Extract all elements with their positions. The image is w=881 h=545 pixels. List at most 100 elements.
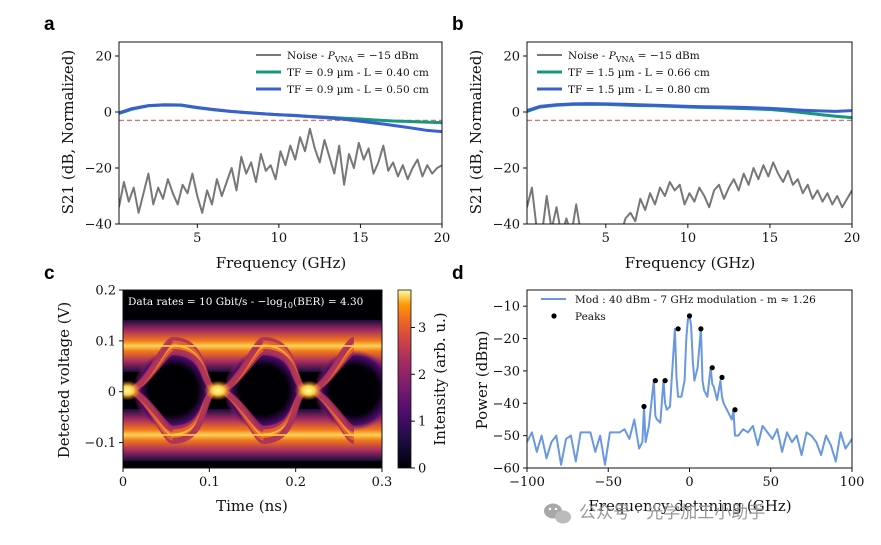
x-tick-label: 15 [762,231,779,246]
eye-crossing [294,380,323,401]
x-tick-label: 10 [680,231,697,246]
y-tick-label: 0 [512,106,520,121]
colorbar-tick-label: 0 [418,462,426,477]
peak-point [698,326,704,332]
ylabel-b: S21 (dB, Normalized) [467,50,485,214]
axes-c: 0 0.1 0.2 0.3 −0.1 0 0.1 0.2 [84,284,392,491]
plot-area-d: −100 −50 0 50 100 −60 −50 −40 −30 −20 −10 [493,289,865,490]
frame-b [526,41,853,225]
x-tick-label: 20 [844,231,861,246]
panel-d: −100 −50 0 50 100 −60 −50 −40 −30 −20 −10 Frequenc… [473,289,865,515]
watermark-text: 公众号 · 光学加工小助手 [579,503,765,523]
y-tick-label: 20 [503,50,520,65]
legend-label-noise: Noise - PVNA = −15 dBm [287,50,419,64]
peak-point [719,374,725,380]
colorbar-label: Intensity (arb. u.) [431,312,449,445]
ylabel-a: S21 (dB, Normalized) [59,50,77,214]
x-tick-label: 20 [434,231,451,246]
y-tick-label: −40 [493,397,520,412]
x-tick-label: 0.3 [372,475,393,490]
ylabel-d: Power (dBm) [473,331,491,430]
panel-c: Data rates = 10 Gbit/s - −log10(BER) = 4… [55,284,449,516]
series-line-2 [119,103,442,134]
x-tick-label: 50 [762,475,779,490]
legend-b: Noise - PVNA = −15 dBm TF = 1.5 µm - L =… [537,50,710,96]
legend-label-mod: Mod : 40 dBm - 7 GHz modulation - m ≈ 1.… [575,294,816,306]
ylabel-c: Detected voltage (V) [55,302,73,459]
panel-a: 5 10 15 20 −40 −20 0 20 Frequency (GHz) S21 (dB… [59,41,451,272]
panel-label-d: d [452,263,464,284]
y-tick-label: 0 [104,106,112,121]
peak-point [709,365,715,371]
x-tick-label: 0 [685,475,693,490]
legend-label-noise: Noise - PVNA = −15 dBm [568,50,700,64]
eye-diagram [123,290,382,468]
legend-a: Noise - PVNA = −15 dBm TF = 0.9 µm - L =… [256,50,429,96]
eye-crossing [203,380,232,401]
peak-point [652,378,658,384]
y-tick-label: −40 [85,218,112,233]
series-line-0 [527,314,852,466]
series-line-0 [527,161,852,224]
legend-swatch-peaks [551,313,557,319]
y-tick-label: 20 [95,50,112,65]
x-tick-label: −50 [595,475,622,490]
y-tick-label: −30 [493,364,520,379]
xlabel-b: Frequency (GHz) [625,254,756,272]
panel-label-a: a [44,14,55,35]
y-tick-label: −20 [493,332,520,347]
series-line-2 [527,102,852,113]
frame-c [122,289,383,469]
wechat-icon [544,503,571,524]
x-tick-label: 10 [271,231,288,246]
legend-label-tf-040: TF = 0.9 µm - L = 0.40 cm [287,67,429,79]
legend-label-tf-066: TF = 1.5 µm - L = 0.66 cm [568,67,710,79]
plot-clip-a [119,103,442,214]
y-tick-label: −20 [493,162,520,177]
x-tick-label: 0 [119,475,127,490]
y-tick-label: −40 [493,218,520,233]
y-tick-label: −10 [493,300,520,315]
peak-point [675,326,681,332]
eye-annotation: Data rates = 10 Gbit/s - −log10(BER) = 4… [128,296,363,310]
plot-area-b: 5 10 15 20 −40 −20 0 20 [493,41,861,246]
x-tick-label: 0.1 [199,475,220,490]
y-tick-label: −20 [85,162,112,177]
legend-label-tf-050: TF = 0.9 µm - L = 0.50 cm [287,84,429,96]
plot-area-a: 5 10 15 20 −40 −20 0 20 [85,41,451,246]
plot-clip-d [527,313,852,466]
watermark: 公众号 · 光学加工小助手 [544,503,765,524]
x-tick-label: 5 [602,231,610,246]
frame-a [118,41,443,225]
peak-point [641,403,647,410]
xlabel-a: Frequency (GHz) [216,254,347,272]
legend-d: Mod : 40 dBm - 7 GHz modulation - m ≈ 1.… [541,294,816,323]
panel-label-b: b [452,14,464,35]
y-tick-label: −60 [493,462,520,477]
x-tick-label: 15 [352,231,369,246]
y-tick-label: 0.1 [95,334,116,349]
y-tick-label: −0.1 [84,436,116,451]
colorbar-tick-label: 3 [418,321,426,336]
colorbar [397,289,412,469]
xlabel-d: Frequency detuning (GHz) [588,497,791,515]
peak-point [686,313,693,319]
series-line-0 [119,127,442,214]
xlabel-c: Time (ns) [216,497,288,515]
colorbar-ticks: 0 1 2 3 [411,321,426,477]
eye-traces [123,319,382,461]
y-tick-label: 0 [108,385,116,400]
peak-point [662,378,668,384]
y-tick-label: 0.2 [95,284,116,299]
peak-point [732,407,738,413]
x-tick-label: 100 [840,475,865,490]
x-tick-label: −100 [509,475,545,490]
legend-label-tf-080: TF = 1.5 µm - L = 0.80 cm [568,84,710,96]
x-tick-label: 5 [193,231,201,246]
colorbar-tick-label: 2 [418,368,426,383]
panel-label-c: c [44,263,55,284]
legend-label-peaks: Peaks [575,311,606,323]
plot-clip-b [527,102,852,224]
colorbar-tick-label: 1 [418,415,426,430]
